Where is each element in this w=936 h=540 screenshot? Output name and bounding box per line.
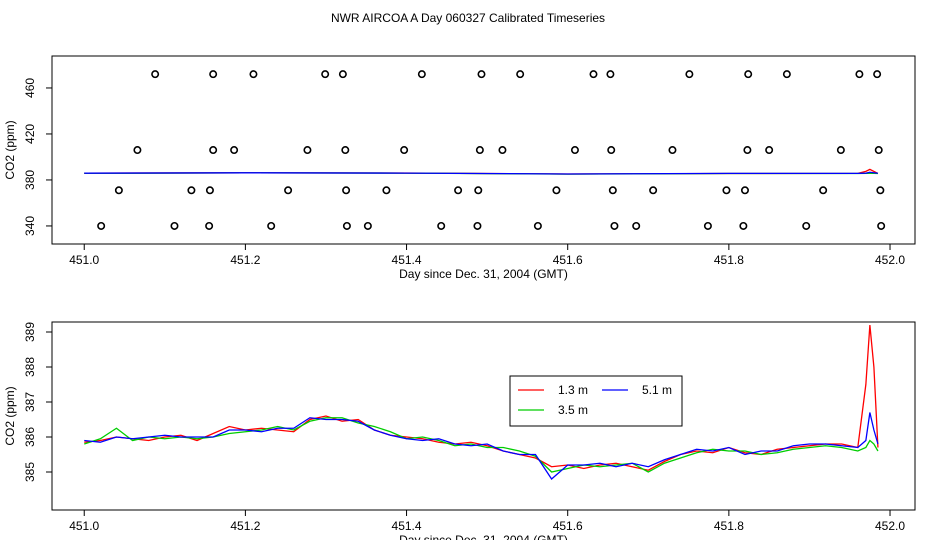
x-tick-label: 451.8 [714, 519, 744, 533]
data-point [874, 146, 883, 155]
y-tick-label: 420 [23, 124, 37, 144]
data-point [589, 70, 598, 79]
legend-label: 3.5 m [558, 403, 588, 417]
data-point [608, 186, 617, 195]
data-point [342, 221, 351, 230]
x-tick-label: 451.2 [230, 519, 260, 533]
data-point [570, 146, 579, 155]
data-point [533, 221, 542, 230]
plot-frame [51, 55, 916, 245]
data-point [765, 146, 774, 155]
series-line [84, 412, 879, 480]
x-tick-label: 451.0 [69, 519, 99, 533]
data-point [97, 221, 106, 230]
data-point [114, 186, 123, 195]
x-tick-label: 451.4 [392, 519, 422, 533]
data-point [498, 146, 507, 155]
data-point [739, 221, 748, 230]
x-tick-label: 451.2 [230, 253, 260, 267]
data-point [836, 146, 845, 155]
x-axis-label: Day since Dec. 31, 2004 (GMT) [399, 533, 568, 540]
x-tick-label: 451.6 [553, 253, 583, 267]
data-point [802, 221, 811, 230]
legend-label: 1.3 m [558, 383, 588, 397]
chart-title: NWR AIRCOA A Day 060327 Calibrated Times… [331, 11, 605, 25]
data-point [632, 221, 641, 230]
data-point [474, 186, 483, 195]
data-point [437, 221, 446, 230]
data-point [475, 146, 484, 155]
data-point [230, 146, 239, 155]
y-tick-label: 389 [23, 322, 37, 342]
y-axis-label: CO2 (ppm) [3, 120, 17, 179]
plot-area [84, 324, 879, 480]
data-point [209, 146, 218, 155]
x-tick-label: 452.0 [875, 519, 905, 533]
data-point [606, 70, 615, 79]
y-tick-label: 460 [23, 78, 37, 98]
data-point [249, 70, 258, 79]
data-point [877, 221, 886, 230]
x-tick-label: 451.8 [714, 253, 744, 267]
y-tick-label: 340 [23, 216, 37, 236]
data-point [607, 146, 616, 155]
data-point [873, 70, 882, 79]
data-point [267, 221, 276, 230]
data-point [187, 186, 196, 195]
y-tick-label: 380 [23, 170, 37, 190]
data-point [209, 70, 218, 79]
data-point [703, 221, 712, 230]
x-axis-label: Day since Dec. 31, 2004 (GMT) [399, 267, 568, 281]
plot-area [84, 70, 886, 230]
data-point [382, 186, 391, 195]
data-point [552, 186, 561, 195]
data-point [722, 186, 731, 195]
data-point [668, 146, 677, 155]
legend-box [509, 375, 683, 427]
y-tick-label: 386 [23, 427, 37, 447]
y-tick-label: 385 [23, 462, 37, 482]
data-point [417, 70, 426, 79]
legend-label: 5.1 m [642, 383, 672, 397]
data-point [819, 186, 828, 195]
data-point [170, 221, 179, 230]
data-point [473, 221, 482, 230]
data-point [363, 221, 372, 230]
data-point [321, 70, 330, 79]
y-axis-label: CO2 (ppm) [3, 386, 17, 445]
data-point [610, 221, 619, 230]
y-tick-label: 387 [23, 392, 37, 412]
data-point [303, 146, 312, 155]
series-line [84, 171, 879, 175]
x-tick-label: 451.6 [553, 519, 583, 533]
x-tick-label: 451.0 [69, 253, 99, 267]
data-point [477, 70, 486, 79]
data-point [205, 221, 214, 230]
data-point [744, 70, 753, 79]
data-point [205, 186, 214, 195]
data-point [855, 70, 864, 79]
x-tick-label: 452.0 [875, 253, 905, 267]
series-line [84, 417, 879, 473]
data-point [743, 146, 752, 155]
data-point [400, 146, 409, 155]
data-point [685, 70, 694, 79]
y-tick-label: 388 [23, 357, 37, 377]
data-point [133, 146, 142, 155]
x-tick-label: 451.4 [392, 253, 422, 267]
data-point [782, 70, 791, 79]
data-point [454, 186, 463, 195]
data-point [649, 186, 658, 195]
data-point [284, 186, 293, 195]
data-point [341, 146, 350, 155]
data-point [740, 186, 749, 195]
data-point [876, 186, 885, 195]
plot-frame [51, 321, 916, 511]
data-point [342, 186, 351, 195]
data-point [338, 70, 347, 79]
data-point [151, 70, 160, 79]
data-point [516, 70, 525, 79]
